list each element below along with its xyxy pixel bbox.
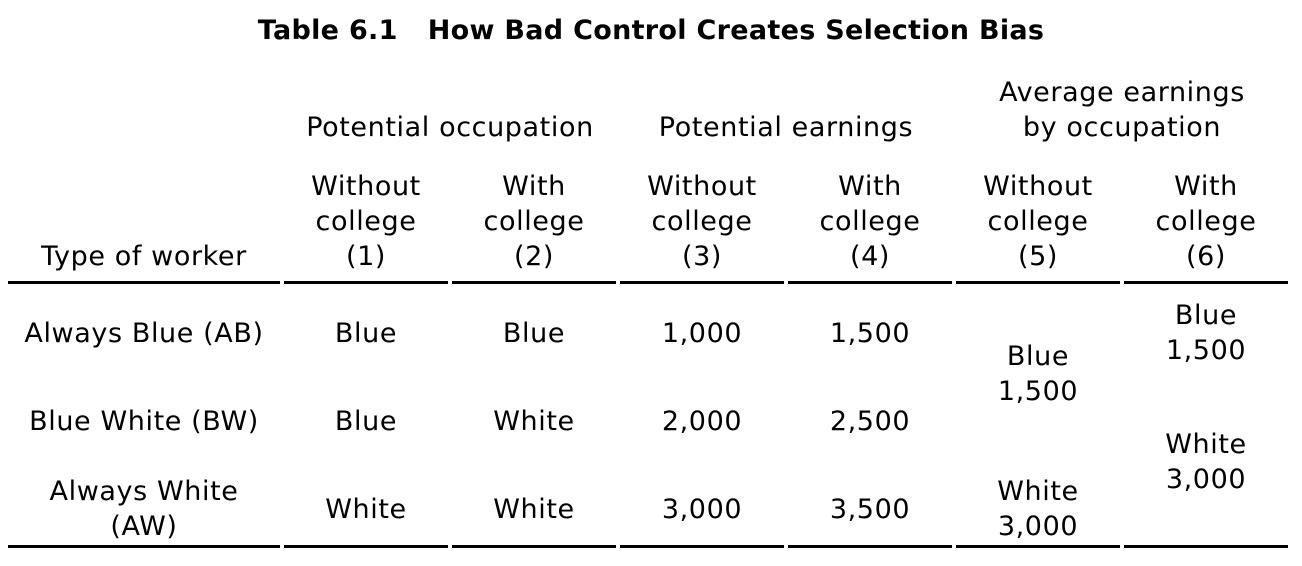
avg-with-blue: Blue 1,500 xyxy=(1124,298,1288,368)
avg-value: 1,500 xyxy=(1165,335,1247,366)
table-cell: 2,500 xyxy=(829,406,911,437)
column-header-line: college xyxy=(819,206,921,237)
table-cell: White xyxy=(325,494,407,525)
column-number: (1) xyxy=(345,241,387,272)
bottom-rule xyxy=(284,545,448,548)
table-cell: White xyxy=(493,494,575,525)
group-header-occupation: Potential occupation xyxy=(306,112,594,143)
column-number: (6) xyxy=(1185,241,1227,272)
bottom-rule xyxy=(1124,545,1288,548)
column-header-1: Without college (1) xyxy=(284,169,448,274)
row-label-line: Always White xyxy=(49,476,239,507)
group-header-average-earnings: Average earnings by occupation xyxy=(956,75,1288,145)
bottom-rule xyxy=(8,545,280,548)
group-header-average-line2: by occupation xyxy=(1022,112,1222,143)
column-header-line: college xyxy=(483,206,585,237)
avg-value: 1,500 xyxy=(997,376,1079,407)
table-cell: 1,500 xyxy=(829,318,911,349)
table-cell: Blue xyxy=(334,406,398,437)
column-header-line: college xyxy=(651,206,753,237)
column-header-line: Without xyxy=(311,171,421,202)
column-header-line: college xyxy=(987,206,1089,237)
row-label-always-blue: Always Blue (AB) xyxy=(24,318,264,349)
row-label-blue-white: Blue White (BW) xyxy=(29,406,259,437)
table-cell: 2,000 xyxy=(661,406,743,437)
bottom-rule xyxy=(788,545,952,548)
header-rule xyxy=(1124,281,1288,284)
avg-without-white: White 3,000 xyxy=(956,474,1120,544)
column-header-line: With xyxy=(1174,171,1238,202)
column-header-line: college xyxy=(1155,206,1257,237)
avg-occupation: Blue xyxy=(1006,341,1070,372)
row-header-label: Type of worker xyxy=(41,241,247,272)
table-cell: 1,000 xyxy=(661,318,743,349)
avg-value: 3,000 xyxy=(997,511,1079,542)
column-header-5: Without college (5) xyxy=(956,169,1120,274)
group-header-earnings: Potential earnings xyxy=(658,112,914,143)
column-header-line: With xyxy=(502,171,566,202)
avg-occupation: Blue xyxy=(1174,300,1238,331)
column-header-line: With xyxy=(838,171,902,202)
table-cell: Blue xyxy=(502,318,566,349)
header-rule xyxy=(452,281,616,284)
header-rule xyxy=(284,281,448,284)
avg-occupation: White xyxy=(997,476,1079,507)
group-header-average-line1: Average earnings xyxy=(999,77,1245,108)
column-header-line: Without xyxy=(983,171,1093,202)
header-rule xyxy=(8,281,280,284)
column-number: (3) xyxy=(681,241,723,272)
row-label-line: (AW) xyxy=(110,511,178,542)
table-number: Table 6.1 xyxy=(257,15,398,46)
column-header-line: Without xyxy=(647,171,757,202)
table-cell: 3,500 xyxy=(829,494,911,525)
table-cell: 3,000 xyxy=(661,494,743,525)
header-rule xyxy=(620,281,784,284)
column-header-4: With college (4) xyxy=(788,169,952,274)
table-title: Table 6.1 How Bad Control Creates Selecti… xyxy=(0,12,1302,50)
row-label-always-white: Always White (AW) xyxy=(8,474,280,544)
avg-without-blue: Blue 1,500 xyxy=(956,339,1120,409)
avg-with-white: White 3,000 xyxy=(1124,427,1288,497)
table-cell: Blue xyxy=(334,318,398,349)
column-number: (4) xyxy=(849,241,891,272)
column-header-3: Without college (3) xyxy=(620,169,784,274)
bottom-rule xyxy=(956,545,1120,548)
column-number: (5) xyxy=(1017,241,1059,272)
header-rule xyxy=(956,281,1120,284)
column-header-line: college xyxy=(315,206,417,237)
avg-value: 3,000 xyxy=(1165,464,1247,495)
table-caption: How Bad Control Creates Selection Bias xyxy=(427,15,1045,46)
column-header-2: With college (2) xyxy=(452,169,616,274)
column-number: (2) xyxy=(513,241,555,272)
bottom-rule xyxy=(452,545,616,548)
header-rule xyxy=(788,281,952,284)
column-header-6: With college (6) xyxy=(1124,169,1288,274)
table-cell: White xyxy=(493,406,575,437)
bottom-rule xyxy=(620,545,784,548)
avg-occupation: White xyxy=(1165,429,1247,460)
